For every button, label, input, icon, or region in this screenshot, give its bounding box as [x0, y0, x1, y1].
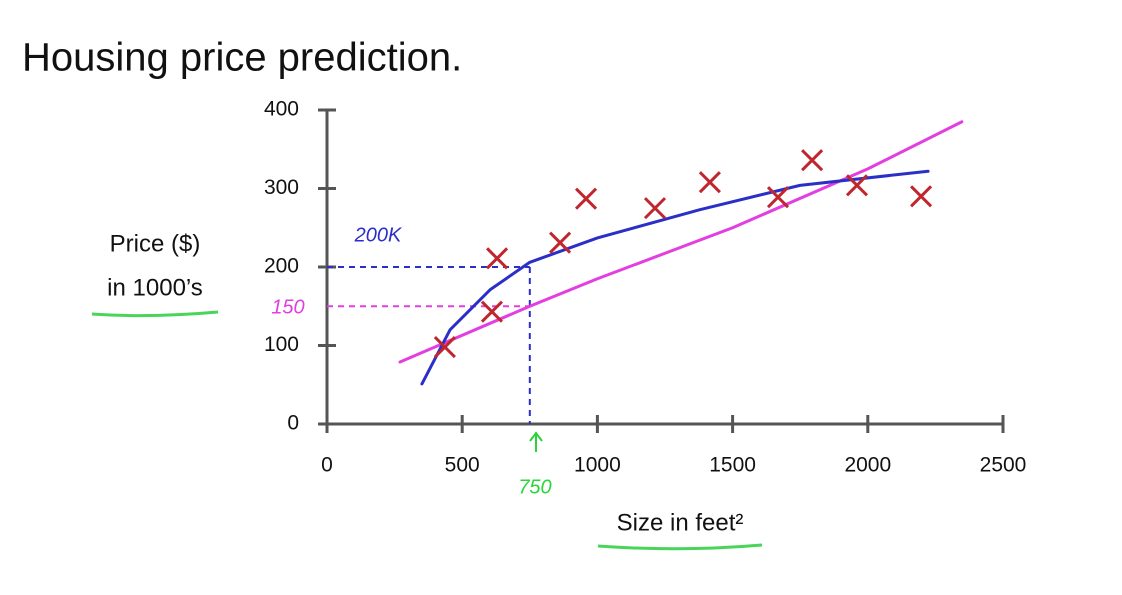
fit-line: [398, 120, 964, 364]
data-point: [766, 186, 790, 209]
x-tick-label: 2000: [844, 454, 891, 477]
x-tick-label: 1000: [574, 454, 621, 477]
data-point: [486, 247, 509, 270]
data-point: [549, 231, 572, 254]
y-axis-label: Price ($): [110, 230, 201, 257]
annotation: 200K: [354, 224, 403, 246]
chart-title: Housing price prediction.: [22, 36, 462, 80]
annotation: 150: [271, 296, 304, 318]
annotation: 750: [518, 476, 551, 498]
data-point: [801, 149, 824, 172]
x-tick-label: 500: [445, 454, 480, 477]
x-axis-label: Size in feet²: [617, 509, 744, 536]
y-tick-label: 100: [264, 333, 299, 356]
data-point: [910, 185, 933, 208]
fit-line: [420, 169, 930, 386]
data-point: [433, 336, 456, 359]
y-tick-label: 0: [287, 412, 299, 435]
arrow: [529, 431, 543, 452]
y-axis-label: in 1000’s: [107, 274, 203, 301]
y-tick-label: 300: [264, 176, 299, 199]
x-tick-label: 2500: [980, 454, 1027, 477]
y-tick-label: 200: [264, 255, 299, 278]
data-point: [480, 300, 504, 323]
data-point: [698, 171, 721, 194]
data-point: [643, 197, 667, 220]
underline: [91, 310, 219, 318]
y-tick-label: 400: [264, 98, 299, 121]
x-tick-label: 0: [321, 454, 333, 477]
underline: [597, 543, 763, 551]
data-point: [845, 174, 869, 197]
data-point: [574, 187, 598, 210]
x-tick-label: 1500: [709, 454, 756, 477]
